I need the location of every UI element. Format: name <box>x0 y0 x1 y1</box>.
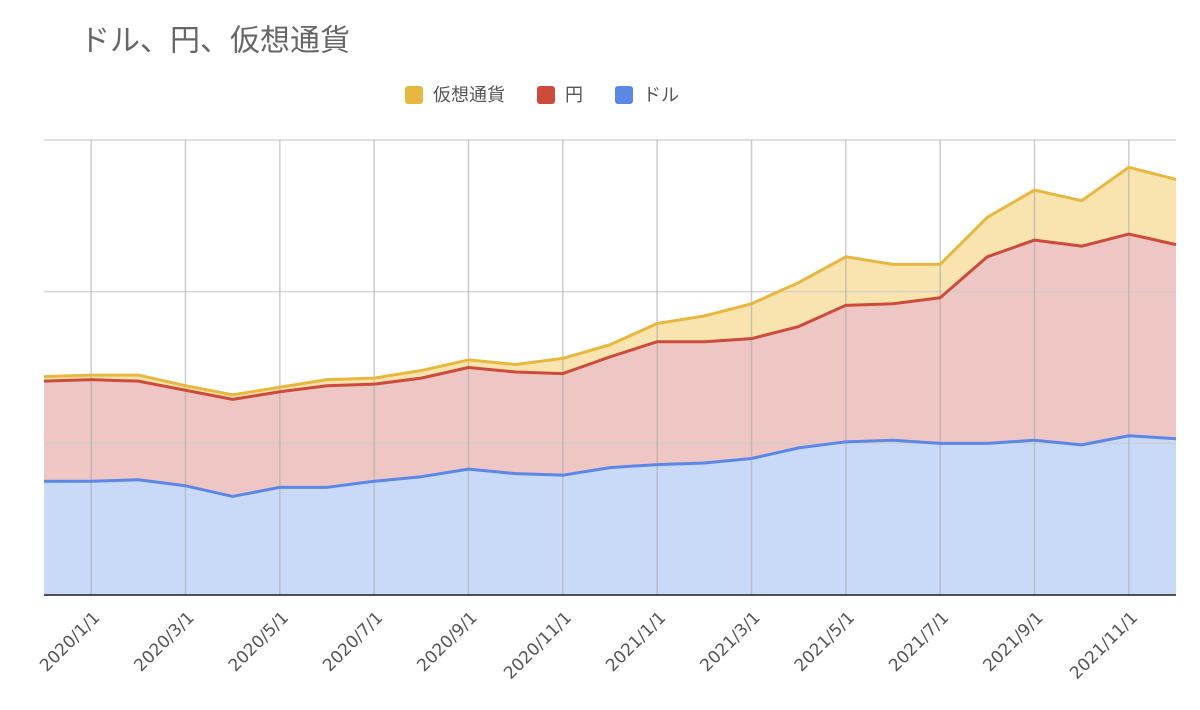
x-tick-label: 2020/11/1 <box>500 608 576 684</box>
area <box>44 234 1176 497</box>
legend-label: 仮想通貨 <box>433 85 505 106</box>
x-tick-label: 2020/1/1 <box>36 608 104 676</box>
legend-label: 円 <box>565 85 583 106</box>
legend-swatch <box>615 86 633 104</box>
x-tick-label: 2021/3/1 <box>696 608 764 676</box>
x-tick-label: 2020/3/1 <box>130 608 198 676</box>
x-tick-label: 2020/9/1 <box>413 608 481 676</box>
x-tick-label: 2021/7/1 <box>885 608 953 676</box>
x-tick-label: 2021/9/1 <box>979 608 1047 676</box>
legend-label: ドル <box>643 85 679 106</box>
area <box>44 435 1176 595</box>
line <box>44 434 1177 498</box>
x-tick-label: 2021/1/1 <box>602 608 670 676</box>
x-tick-label: 2020/5/1 <box>225 608 293 676</box>
x-tick-label: 2021/5/1 <box>791 608 859 676</box>
line <box>43 165 1177 397</box>
legend-swatch <box>405 86 423 104</box>
chart-title: ドル、円、仮想通貨 <box>80 24 350 59</box>
x-tick-label: 2020/7/1 <box>319 608 387 676</box>
line <box>43 232 1177 401</box>
legend-swatch <box>537 86 555 104</box>
area <box>44 167 1176 400</box>
x-tick-label: 2021/11/1 <box>1066 608 1142 684</box>
